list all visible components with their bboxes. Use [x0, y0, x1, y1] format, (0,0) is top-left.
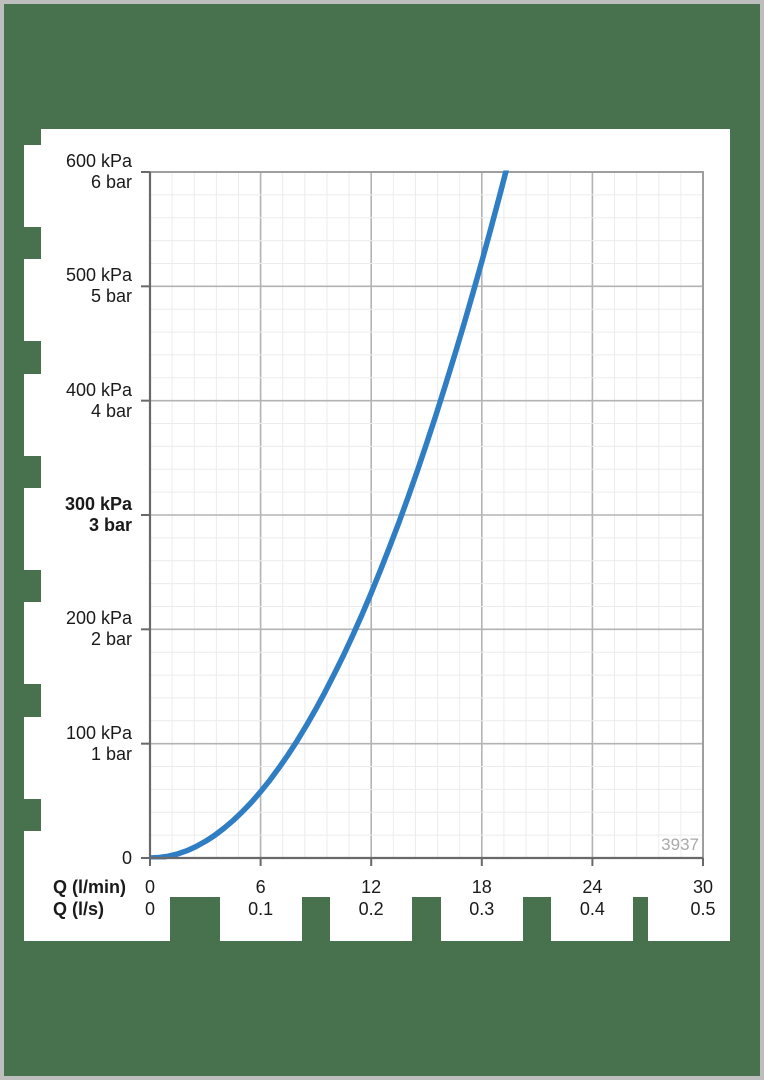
x-axis-tick-label-lmin: 18 — [471, 877, 492, 897]
y-axis-label-bar: 1 bar — [90, 743, 132, 764]
y-axis-label: 300 kPa 3 bar — [24, 494, 132, 536]
x-axis-tick-label-lmin: 6 — [255, 877, 266, 897]
y-axis-label-kpa: 600 kPa — [65, 151, 132, 171]
x-axis-title-lmin: Q (l/min) — [53, 877, 126, 897]
x-axis-tick-label-lmin: 30 — [692, 877, 714, 897]
x-axis-tick-label-ls: 0.1 — [248, 899, 274, 919]
x-axis-tick-label-ls: 0.3 — [469, 899, 495, 919]
x-axis-tick-label-ls: 0.2 — [358, 899, 384, 919]
y-axis-label-kpa: 100 kPa — [65, 722, 132, 743]
y-axis-label-bar: 2 bar — [90, 629, 132, 650]
x-label-tab — [648, 895, 730, 941]
y-axis-label-bar: 5 bar — [90, 286, 132, 307]
y-axis-label: 100 kPa 1 bar — [24, 723, 132, 765]
y-label-tab — [24, 716, 42, 799]
y-axis-label-kpa: 400 kPa — [65, 379, 132, 400]
x-label-tab — [330, 895, 413, 941]
x-title-tab — [25, 895, 170, 941]
y-axis-label-kpa: 500 kPa — [65, 265, 132, 286]
y-axis-label: 200 kPa 2 bar — [24, 608, 132, 650]
x-axis-title-ls: Q (l/s) — [53, 899, 105, 919]
y-axis-label-kpa: 200 kPa — [65, 608, 132, 629]
chart-panel — [41, 129, 730, 897]
y-label-tab — [24, 145, 42, 227]
x-axis-tick-label-ls: 0 — [144, 899, 155, 919]
y-axis-label: 400 kPa 4 bar — [24, 380, 132, 422]
x-label-tab — [219, 895, 302, 941]
x-label-tab — [551, 895, 634, 941]
y-label-tab — [24, 259, 42, 342]
y-axis-label: 600 kPa 6 bar — [24, 151, 132, 193]
y-label-tab — [24, 373, 42, 456]
y-axis-label: 500 kPa 5 bar — [24, 265, 132, 307]
flow-curve — [149, 170, 510, 860]
y-label-tab — [24, 488, 42, 570]
x-axis-tick-label-lmin: 0 — [144, 877, 155, 897]
y-axis-label-kpa: 300 kPa — [64, 494, 132, 514]
y-axis-label-bar: 4 bar — [90, 400, 132, 421]
y-axis-label: 0 — [121, 848, 132, 868]
y-axis-label-bar: 3 bar — [88, 515, 132, 535]
x-axis-tick-label-ls: 0.5 — [690, 899, 716, 919]
x-axis-tick-label-ls: 0.4 — [579, 899, 605, 919]
x-axis-tick-label-lmin: 12 — [361, 877, 382, 897]
reference-number: 3937 — [661, 835, 699, 854]
x-axis-tick-label-lmin: 24 — [582, 877, 603, 897]
y-label-tab — [24, 602, 42, 685]
x-label-tab — [440, 895, 523, 941]
y-axis-label-bar: 6 bar — [90, 172, 132, 192]
